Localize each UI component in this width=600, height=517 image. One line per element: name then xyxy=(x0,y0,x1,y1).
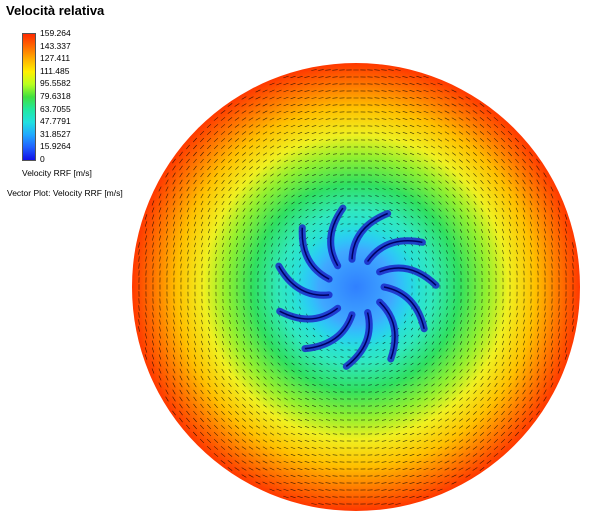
legend-tick-label: 127.411 xyxy=(40,53,70,63)
legend-tick-label: 15.9264 xyxy=(40,141,71,151)
vector-plot-label: Vector Plot: Velocity RRF [m/s] xyxy=(7,188,123,198)
legend-color-bar xyxy=(22,33,36,161)
legend-tick-label: 95.5582 xyxy=(40,78,71,88)
velocity-contour-plot xyxy=(131,62,581,517)
legend-tick-label: 143.337 xyxy=(40,41,71,51)
legend-tick-label: 79.6318 xyxy=(40,91,71,101)
legend-tick-label: 0 xyxy=(40,154,45,164)
legend-tick-label: 47.7791 xyxy=(40,116,71,126)
legend-tick-label: 63.7055 xyxy=(40,104,71,114)
page-title: Velocità relativa xyxy=(6,3,104,18)
legend-tick-label: 31.8527 xyxy=(40,129,71,139)
legend-unit-label: Velocity RRF [m/s] xyxy=(22,168,92,178)
legend-tick-label: 159.264 xyxy=(40,28,71,38)
legend-tick-label: 111.485 xyxy=(40,66,69,76)
contour-svg xyxy=(131,62,581,512)
